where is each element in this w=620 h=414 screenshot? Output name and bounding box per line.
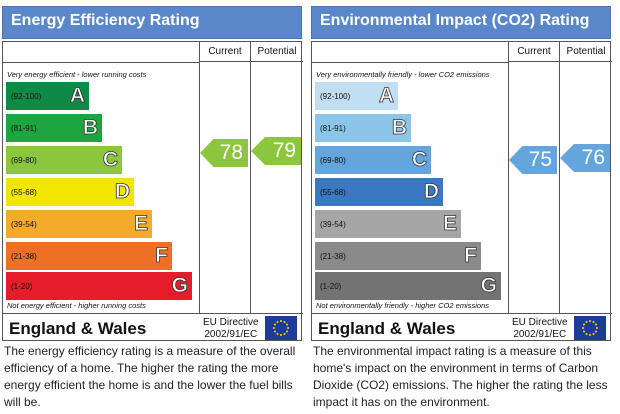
environment-band-d: (55-68) D (315, 178, 443, 206)
potential-column-header: Potential (250, 42, 303, 62)
environment-band-f: (21-38) F (315, 242, 481, 270)
eu-directive: EU Directive 2002/91/EC (512, 317, 568, 340)
environment-band-c: (69-80) C (315, 146, 431, 174)
energy-efficiency-panel: Energy Efficiency Rating Current Potenti… (2, 6, 303, 342)
energy-footer: England & Wales EU Directive 2002/91/EC (3, 313, 303, 342)
environment-potential-arrow: 76 (560, 144, 610, 172)
energy-top-caption: Very energy efficient - lower running co… (7, 70, 147, 79)
energy-description: The energy efficiency rating is a measur… (4, 344, 296, 409)
eu-directive: EU Directive 2002/91/EC (203, 317, 259, 340)
region-label: England & Wales (9, 319, 147, 338)
energy-band-c: (69-80) C (6, 146, 122, 174)
environment-description: The environmental impact rating is a mea… (313, 344, 608, 409)
current-column-header: Current (508, 42, 559, 62)
energy-current-arrow: 78 (200, 139, 248, 167)
environment-panel-title: Environmental Impact (CO2) Rating (311, 6, 611, 39)
current-column-header: Current (199, 42, 250, 62)
energy-band-e: (39-54) E (6, 210, 152, 238)
eu-flag-icon (574, 316, 606, 340)
environment-band-g: (1-20) G (315, 272, 501, 300)
environment-top-caption: Very environmentally friendly - lower CO… (316, 70, 490, 79)
energy-band-d: (55-68) D (6, 178, 134, 206)
eu-flag-icon (265, 316, 297, 340)
energy-band-g: (1-20) G (6, 272, 192, 300)
environmental-impact-panel: Environmental Impact (CO2) Rating Curren… (311, 6, 612, 342)
energy-band-f: (21-38) F (6, 242, 172, 270)
energy-chart: Current Potential Very energy efficient … (2, 41, 303, 342)
region-label: England & Wales (318, 319, 456, 338)
environment-footer: England & Wales EU Directive 2002/91/EC (312, 313, 612, 342)
energy-panel-title: Energy Efficiency Rating (2, 6, 302, 39)
environment-band-a: (92-100) A (315, 82, 398, 110)
environment-bottom-caption: Not environmentally friendly - higher CO… (316, 301, 489, 310)
environment-band-b: (81-91) B (315, 114, 411, 142)
environment-current-arrow: 75 (509, 146, 557, 174)
environment-chart: Current Potential Very environmentally f… (311, 41, 612, 342)
energy-potential-arrow: 79 (251, 137, 301, 165)
energy-band-a: (92-100) A (6, 82, 89, 110)
environment-band-e: (39-54) E (315, 210, 461, 238)
energy-band-b: (81-91) B (6, 114, 102, 142)
potential-column-header: Potential (559, 42, 612, 62)
energy-bottom-caption: Not energy efficient - higher running co… (7, 301, 146, 310)
